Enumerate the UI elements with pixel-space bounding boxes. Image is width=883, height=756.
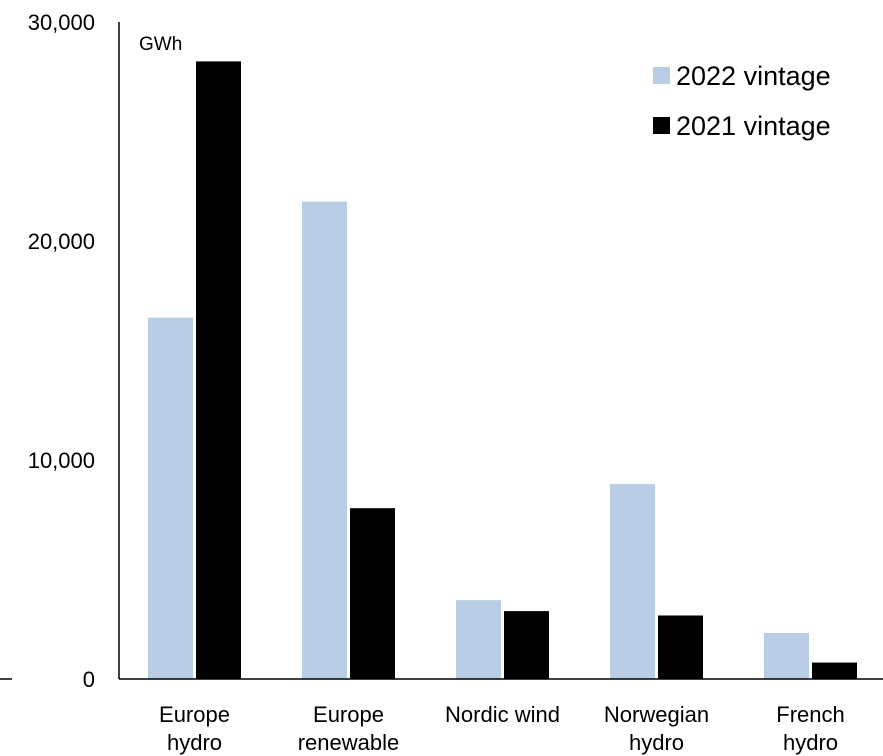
bars-group [148,61,857,680]
legend-swatch [653,117,670,134]
unit-label: GWh [139,34,182,55]
x-category-label: Europe [313,702,384,727]
legend-swatch [653,67,670,84]
x-category-label: Europe [159,702,230,727]
bar-series-1-3 [610,484,655,679]
y-tick-label: 20,000 [28,229,95,254]
bar-series-2-0 [196,61,241,680]
y-axis-ticks: 0 10,000 20,000 30,000 [28,10,95,692]
legend-label: 2021 vintage [676,111,831,141]
x-axis-category-labels: Europe hydro Europe renewable Nordic wind Nor… [159,702,845,755]
bar-series-2-1 [350,508,395,679]
x-category-label: hydro [783,730,838,755]
bar-series-2-4 [812,662,857,679]
bar-series-2-2 [504,611,549,679]
x-category-label: French [776,702,844,727]
y-tick-label: 10,000 [28,448,95,473]
x-category-label: hydro [629,730,684,755]
x-category-label: renewable [298,730,400,755]
y-tick-label: 30,000 [28,10,95,35]
bar-series-1-2 [456,600,501,679]
x-category-label: hydro [167,730,222,755]
legend: 2022 vintage 2021 vintage [653,61,831,141]
y-tick-label: 0 [83,667,95,692]
bar-series-1-4 [764,633,809,679]
bar-series-1-1 [302,201,347,679]
x-category-label: Nordic wind [445,702,560,727]
bar-series-2-3 [658,615,703,679]
x-category-label: Norwegian [604,702,709,727]
legend-label: 2022 vintage [676,61,831,91]
bar-series-1-0 [148,317,193,679]
